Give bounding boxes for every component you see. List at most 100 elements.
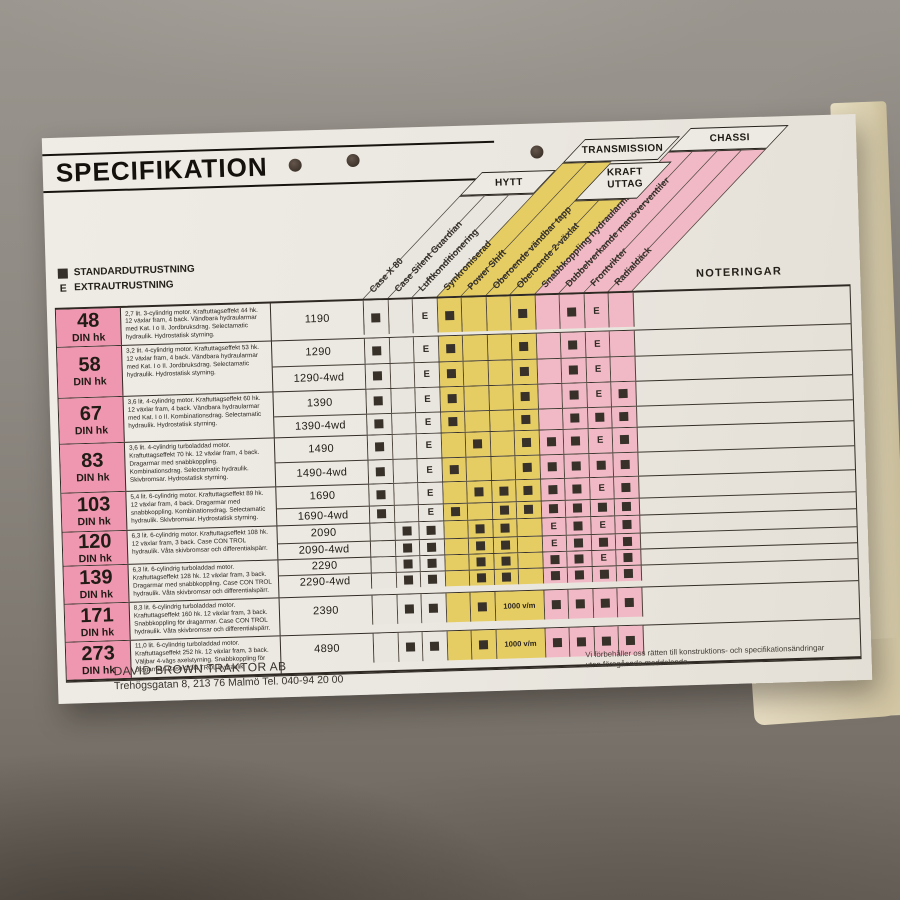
standard-mark-icon xyxy=(522,462,533,473)
standard-mark-icon xyxy=(522,438,532,448)
spec-cell xyxy=(439,386,466,412)
spec-cell xyxy=(468,537,494,554)
extra-mark: E xyxy=(423,369,431,381)
standard-mark-icon xyxy=(473,439,483,449)
model-description: 3,6 lit. 4-cylindrig turboladdad motor. … xyxy=(124,438,277,491)
power-unit: DIN hk xyxy=(81,664,116,678)
standard-mark-icon xyxy=(524,505,534,515)
spec-cell xyxy=(612,406,638,428)
spec-cell xyxy=(540,478,566,501)
spec-cell xyxy=(559,294,586,329)
spec-cell xyxy=(465,431,491,457)
standard-mark-icon xyxy=(520,392,531,402)
spec-cell xyxy=(468,519,494,538)
group-header-hytt: HYTT xyxy=(459,169,556,196)
spec-cell xyxy=(370,540,396,557)
standard-mark-icon xyxy=(426,525,436,535)
spec-cell: E xyxy=(584,293,610,329)
spec-cell xyxy=(592,566,618,582)
spec-cell xyxy=(539,429,565,455)
spec-cell xyxy=(609,330,635,357)
spec-cell xyxy=(515,455,541,480)
standard-mark-icon xyxy=(596,460,606,470)
standard-mark-icon xyxy=(449,464,459,475)
standard-mark-icon xyxy=(403,559,413,569)
pto-speed-cell: 1000 v/m xyxy=(496,628,546,659)
model-number-cell: 2290-4wd xyxy=(278,573,373,592)
standard-mark-icon xyxy=(622,502,632,512)
spec-cell xyxy=(441,457,468,482)
spec-cell xyxy=(610,356,636,382)
standard-mark-icon xyxy=(405,642,415,652)
spec-cell xyxy=(591,534,617,551)
spec-cell: E xyxy=(416,412,442,434)
spec-cell xyxy=(487,334,513,360)
spec-cell xyxy=(562,383,588,408)
spec-cell xyxy=(420,555,446,572)
standard-mark-icon xyxy=(573,521,583,531)
spec-cell xyxy=(565,478,591,500)
spec-cell xyxy=(518,552,544,569)
extra-mark: E xyxy=(424,394,431,406)
standard-mark-icon xyxy=(572,484,582,494)
spec-cell xyxy=(392,459,419,483)
model-number-cell: 1390 xyxy=(273,389,368,417)
standard-mark-icon xyxy=(427,558,437,568)
spec-cell xyxy=(466,456,492,481)
extra-mark: E xyxy=(427,507,435,519)
spec-cell: E xyxy=(412,298,439,334)
standard-mark-icon xyxy=(569,365,579,376)
title-band: SPECIFIKATION xyxy=(42,140,496,194)
standard-mark-icon xyxy=(499,486,509,496)
legend-extra: E EXTRAUTRUSTNING xyxy=(58,277,195,296)
standard-mark-icon xyxy=(518,308,528,318)
standard-mark-icon xyxy=(428,574,438,584)
model-description: 3,2 lit. 4-cylindrig motor. Kraftuttagse… xyxy=(121,341,274,396)
standard-mark-icon xyxy=(446,369,456,379)
power-unit: DIN hk xyxy=(74,424,109,438)
notes-cell xyxy=(633,286,850,326)
spec-cell xyxy=(561,358,587,383)
power-unit: DIN hk xyxy=(79,588,114,602)
model-description: 6,3 lit. 6-cylindrig turboladdad motor. … xyxy=(128,560,280,602)
spec-cell xyxy=(518,568,544,585)
spec-cell xyxy=(370,522,396,541)
extra-mark: E xyxy=(422,343,430,355)
spec-cell xyxy=(592,588,619,618)
spec-cell: E xyxy=(416,433,442,459)
standard-mark-icon xyxy=(374,419,384,429)
power-value: 67 xyxy=(79,402,103,426)
standard-mark-icon xyxy=(499,505,509,516)
spec-cell: E xyxy=(418,504,444,522)
spec-cell xyxy=(438,335,464,362)
standard-mark-icon xyxy=(477,602,488,612)
power-value: 171 xyxy=(79,604,114,628)
standard-mark-icon xyxy=(476,557,486,567)
standard-mark-icon xyxy=(623,552,633,563)
spec-cell xyxy=(494,569,520,585)
power-unit: DIN hk xyxy=(78,552,113,566)
spec-cell xyxy=(462,335,489,361)
extra-mark: E xyxy=(594,364,602,376)
group-header-label: CHASSI xyxy=(709,132,750,145)
model-number-cell: 1690-4wd xyxy=(276,506,371,526)
standard-mark-icon xyxy=(501,556,511,566)
extra-mark: E xyxy=(426,487,434,499)
standard-mark-icon xyxy=(444,310,455,320)
group-header-label: KRAFT UTTAG xyxy=(606,166,644,190)
spec-cell xyxy=(395,540,421,556)
model-number-cell: 1490-4wd xyxy=(275,460,370,487)
standard-mark-icon xyxy=(429,603,439,613)
standard-mark-icon xyxy=(372,346,382,356)
standard-mark-icon xyxy=(403,575,413,585)
standard-mark-icon xyxy=(427,542,437,552)
spec-cell: E xyxy=(541,517,567,536)
spec-cell xyxy=(563,429,589,454)
standard-mark-icon xyxy=(620,435,630,445)
extra-mark: E xyxy=(595,389,603,401)
spec-cell xyxy=(486,296,512,332)
spec-cell xyxy=(493,537,519,553)
standard-mark-icon xyxy=(519,341,529,352)
standard-mark-icon xyxy=(575,599,586,609)
